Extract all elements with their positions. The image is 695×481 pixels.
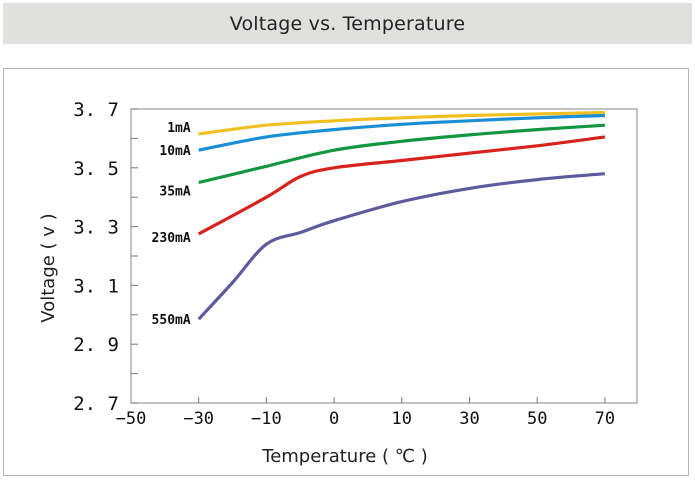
series-line-35mA: [198, 123, 605, 185]
y-tick-label: 3. 3: [73, 217, 119, 239]
chart-panel: [3, 68, 689, 476]
x-tick-label: −50: [116, 409, 147, 429]
series-line-550mA: [197, 172, 606, 321]
plot-frame: [130, 108, 638, 404]
y-tick-label: 2. 7: [73, 393, 119, 415]
series-line-10mA: [198, 113, 605, 152]
x-tick-label: 10: [392, 409, 412, 429]
y-tick-label: 3. 7: [73, 99, 119, 121]
series-label-10mA: 10mA: [159, 144, 190, 159]
x-tick-label: 50: [527, 409, 547, 429]
series-label-230mA: 230mA: [152, 231, 191, 246]
y-tick-label: 3. 5: [73, 158, 119, 180]
series-label-35mA: 35mA: [159, 185, 190, 200]
series-label-1mA: 1mA: [167, 121, 191, 136]
x-tick-label: −10: [251, 409, 282, 429]
x-tick-label: 0: [329, 409, 339, 429]
series-line-230mA: [197, 135, 606, 236]
y-tick-label: 2. 9: [73, 334, 119, 356]
chart-title-bar: Voltage vs. Temperature: [3, 3, 692, 44]
x-axis-title: Temperature ( ℃ ): [261, 446, 427, 467]
x-tick-label: 70: [595, 409, 615, 429]
x-tick-label: −30: [183, 409, 214, 429]
series-line-1mA: [198, 110, 605, 136]
y-tick-label: 3. 1: [73, 275, 119, 297]
series-label-550mA: 550mA: [152, 313, 191, 328]
chart-title: Voltage vs. Temperature: [229, 12, 466, 35]
y-axis-title: Voltage ( v ): [38, 213, 59, 322]
x-tick-label: 30: [459, 409, 479, 429]
